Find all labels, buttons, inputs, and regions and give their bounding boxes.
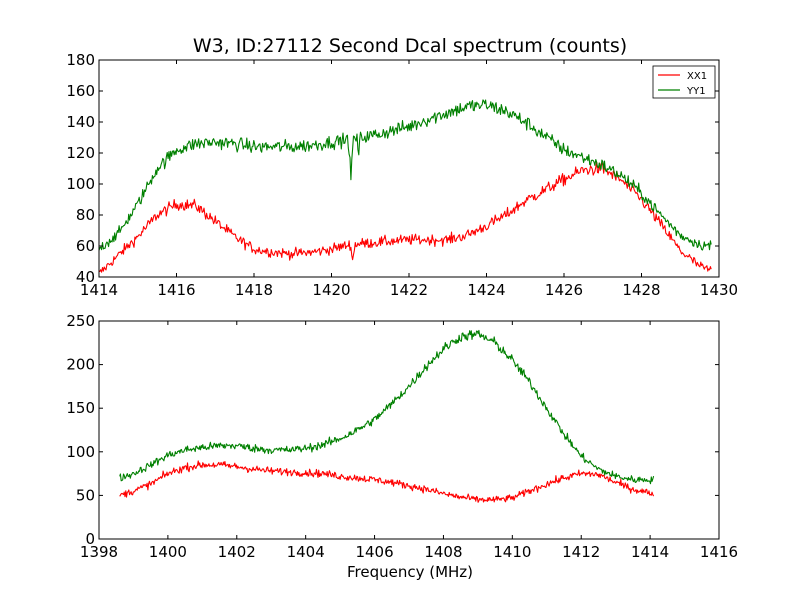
y-tick-label: 100	[66, 443, 95, 461]
bottom-panel: 1398 1400 1402 1404 1406 1408 1410 1412 1414 1416…	[66, 312, 738, 561]
plot-frame	[98, 320, 720, 540]
y-tick-label: 40	[76, 268, 95, 286]
x-tick-label: 1416	[700, 543, 738, 561]
y-tick-label: 180	[66, 51, 95, 69]
y-tick-label: 150	[66, 399, 95, 417]
x-tick-label: 1400	[149, 543, 187, 561]
x-tick-label: 1410	[493, 543, 531, 561]
y-tick-label: 60	[76, 237, 95, 255]
y-tick-label: 50	[76, 486, 95, 504]
legend-label-xx1: XX1	[687, 71, 707, 82]
x-tick-label: 1398	[80, 543, 118, 561]
legend-box	[652, 65, 716, 99]
series-line-yy1-panel-bottom	[119, 329, 655, 485]
y-tick-label: 160	[66, 82, 95, 100]
series-line-xx1-panel-bottom	[119, 460, 655, 503]
x-tick-label: 1418	[235, 281, 273, 299]
x-tick-label: 1416	[157, 281, 195, 299]
y-tick-label: 140	[66, 113, 95, 131]
y-tick-label: 80	[76, 206, 95, 224]
x-tick-label: 1414	[631, 543, 669, 561]
y-tick-label: 200	[66, 356, 95, 374]
top-panel: 1414 1416 1418 1420 1422 1424 1426 1428 1430 40 60…	[66, 51, 738, 299]
x-tick-label: 1406	[355, 543, 393, 561]
y-tick-label: 100	[66, 175, 95, 193]
x-tick-label: 1426	[545, 281, 583, 299]
legend-label-yy1: YY1	[686, 86, 706, 97]
top-chart-title: W3, ID:27112 Second Dcal spectrum (count…	[193, 35, 627, 57]
series-line-xx1-panel-top	[99, 161, 712, 273]
y-tick-label: 120	[66, 144, 95, 162]
y-tick-label: 0	[85, 530, 95, 548]
x-tick-label: 1424	[467, 281, 505, 299]
series-line-yy1-panel-top	[99, 99, 712, 251]
x-tick-label: 1404	[287, 543, 325, 561]
x-tick-label: 1420	[312, 281, 350, 299]
x-tick-label: 1402	[218, 543, 256, 561]
x-tick-label: 1422	[390, 281, 428, 299]
x-tick-label: 1414	[80, 281, 118, 299]
x-tick-label: 1430	[700, 281, 738, 299]
x-tick-label: 1408	[424, 543, 462, 561]
x-tick-label: 1428	[622, 281, 660, 299]
bottom-x-axis-label: Frequency (MHz)	[347, 563, 473, 581]
y-tick-label: 250	[66, 312, 95, 330]
x-tick-label: 1412	[562, 543, 600, 561]
